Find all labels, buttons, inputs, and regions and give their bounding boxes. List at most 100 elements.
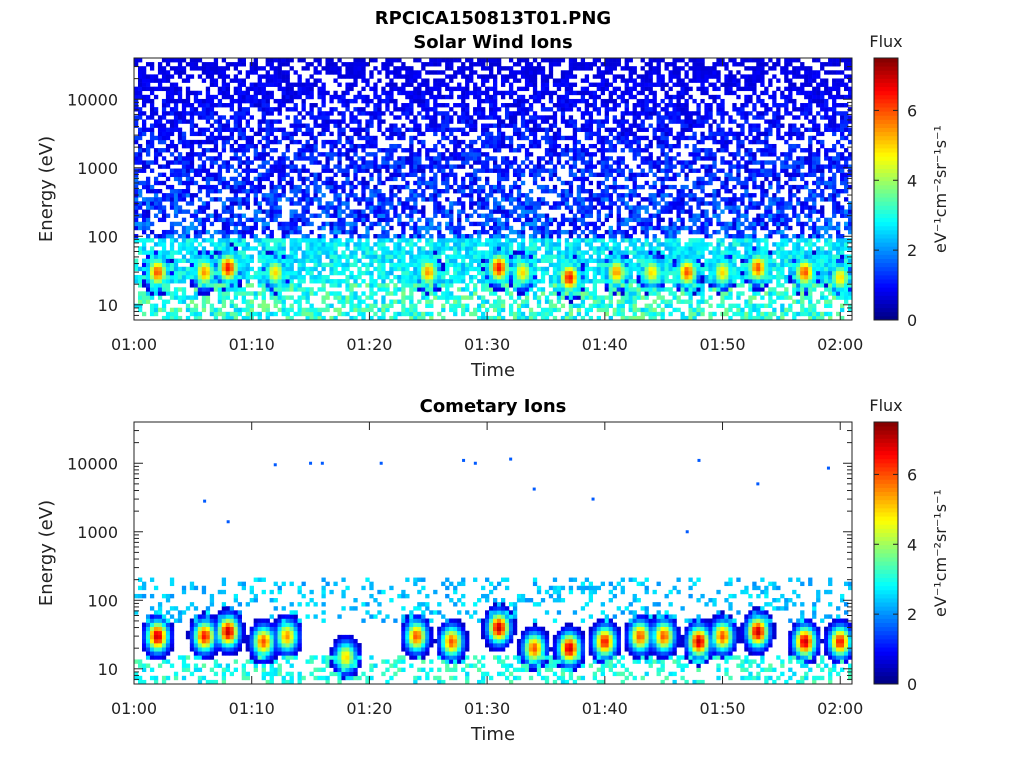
heatmap-cell bbox=[417, 262, 422, 268]
heatmap-cell bbox=[532, 315, 538, 321]
heatmap-cell bbox=[301, 156, 306, 161]
heatmap-cell bbox=[524, 66, 530, 71]
heatmap-cell bbox=[225, 119, 231, 124]
heatmap-cell bbox=[512, 311, 518, 317]
heatmap-cell bbox=[225, 123, 231, 128]
heatmap-cell bbox=[233, 225, 239, 231]
heatmap-cell bbox=[473, 156, 478, 161]
heatmap-cell bbox=[337, 193, 342, 198]
heatmap-cell bbox=[413, 94, 418, 100]
heatmap-cell bbox=[536, 160, 542, 165]
heatmap-cell bbox=[409, 307, 414, 313]
heatmap-cell bbox=[157, 82, 163, 87]
heatmap-cell bbox=[453, 258, 458, 263]
heatmap-cell bbox=[237, 135, 242, 141]
heatmap-cell bbox=[473, 180, 478, 186]
heatmap-cell bbox=[261, 127, 266, 132]
heatmap-cell bbox=[365, 266, 370, 272]
heatmap-cell bbox=[401, 135, 406, 141]
heatmap-cell bbox=[485, 205, 490, 210]
heatmap-cell bbox=[441, 78, 446, 83]
heatmap-cell bbox=[301, 209, 306, 214]
heatmap-cell bbox=[532, 258, 538, 263]
heatmap-cell bbox=[289, 238, 294, 243]
heatmap-cell bbox=[169, 66, 175, 71]
heatmap-cell bbox=[568, 82, 574, 87]
heatmap-cell bbox=[233, 152, 239, 157]
heatmap-cell bbox=[409, 127, 414, 132]
heatmap-cell bbox=[277, 266, 282, 272]
heatmap-cell bbox=[508, 66, 514, 71]
heatmap-cell bbox=[357, 242, 362, 247]
heatmap-cell bbox=[349, 213, 354, 218]
heatmap-cell bbox=[481, 131, 486, 137]
heatmap-cell bbox=[596, 111, 601, 116]
heatmap-cell bbox=[369, 262, 374, 268]
heatmap-cell bbox=[325, 246, 330, 251]
heatmap-cell bbox=[425, 238, 430, 243]
heatmap-cell bbox=[437, 229, 442, 235]
heatmap-cell bbox=[433, 193, 438, 198]
heatmap-cell bbox=[265, 168, 270, 173]
heatmap-cell bbox=[281, 98, 286, 104]
heatmap-cell bbox=[357, 143, 362, 149]
heatmap-cell bbox=[369, 291, 374, 296]
heatmap-cell bbox=[441, 176, 446, 182]
heatmap-cell bbox=[373, 135, 378, 141]
heatmap-cell bbox=[528, 307, 534, 313]
heatmap-cell bbox=[449, 78, 454, 83]
heatmap-cell bbox=[249, 258, 254, 263]
heatmap-cell bbox=[560, 115, 566, 120]
heatmap-cell bbox=[345, 152, 350, 157]
heatmap-cell bbox=[556, 103, 562, 108]
heatmap-cell bbox=[349, 291, 354, 296]
heatmap-cell bbox=[592, 258, 598, 263]
heatmap-cell bbox=[588, 307, 594, 313]
heatmap-cell bbox=[257, 127, 262, 132]
heatmap-cell bbox=[453, 152, 458, 157]
heatmap-cell bbox=[161, 131, 167, 137]
heatmap-cell bbox=[257, 279, 262, 284]
heatmap-cell bbox=[313, 315, 318, 321]
heatmap-cell bbox=[465, 172, 470, 178]
heatmap-cell bbox=[249, 115, 254, 120]
heatmap-cell bbox=[305, 307, 310, 313]
heatmap-cell bbox=[217, 176, 223, 182]
heatmap-cell bbox=[177, 246, 183, 251]
heatmap-cell bbox=[269, 131, 274, 137]
heatmap-cell bbox=[409, 270, 414, 276]
heatmap-cell bbox=[341, 242, 346, 247]
heatmap-cell bbox=[496, 70, 502, 75]
heatmap-cell bbox=[373, 111, 378, 116]
heatmap-cell bbox=[273, 258, 278, 263]
heatmap-cell bbox=[134, 152, 139, 157]
heatmap-cell bbox=[600, 258, 605, 263]
heatmap-cell bbox=[365, 111, 370, 116]
heatmap-cell bbox=[361, 78, 366, 83]
heatmap-cell bbox=[516, 184, 522, 190]
heatmap-cell bbox=[441, 234, 446, 239]
heatmap-cell bbox=[257, 164, 262, 169]
heatmap-cell bbox=[233, 246, 239, 251]
heatmap-cell bbox=[265, 103, 270, 108]
heatmap-cell bbox=[548, 242, 554, 247]
heatmap-cell bbox=[489, 274, 494, 280]
heatmap-cell bbox=[441, 213, 446, 218]
heatmap-cell bbox=[580, 279, 586, 284]
heatmap-cell bbox=[512, 123, 518, 128]
heatmap-cell bbox=[477, 74, 482, 79]
heatmap-cell bbox=[572, 82, 578, 87]
heatmap-cell bbox=[213, 82, 219, 87]
heatmap-cell bbox=[361, 307, 366, 313]
heatmap-cell bbox=[237, 234, 242, 239]
heatmap-cell bbox=[134, 303, 139, 309]
heatmap-cell bbox=[281, 250, 286, 255]
heatmap-cell bbox=[261, 90, 266, 96]
heatmap-cell bbox=[305, 221, 310, 227]
heatmap-cell bbox=[596, 217, 601, 223]
heatmap-cell bbox=[357, 209, 362, 214]
heatmap-cell bbox=[373, 94, 378, 100]
heatmap-cell bbox=[169, 58, 175, 63]
heatmap-cell bbox=[269, 279, 274, 284]
heatmap-cell bbox=[576, 201, 582, 206]
